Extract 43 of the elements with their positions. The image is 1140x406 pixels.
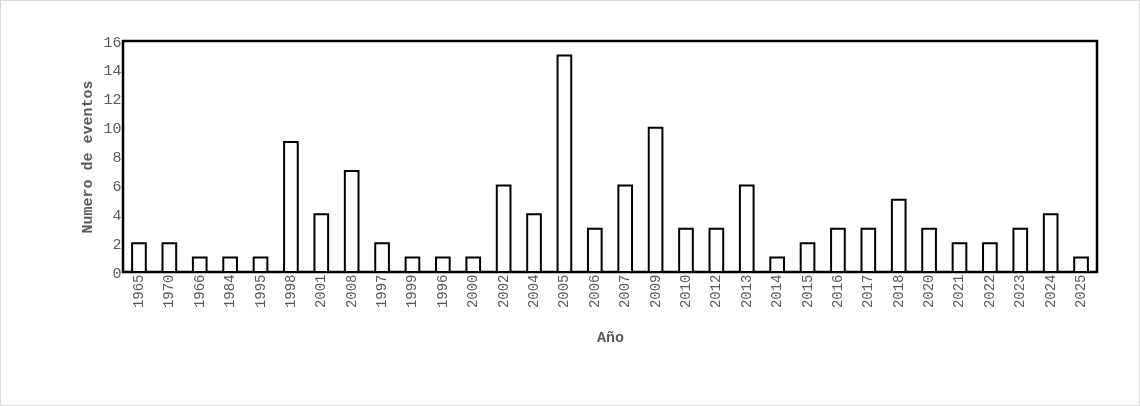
x-tick-label: 2017: [860, 274, 877, 309]
x-tick-label: 2022: [981, 274, 998, 309]
x-tick-label: 2008: [343, 274, 360, 309]
x-tick-label: 2002: [495, 274, 512, 309]
x-tick-label: 2006: [586, 274, 603, 309]
y-tick-label: 0: [112, 265, 122, 283]
x-tick-label: 2013: [738, 274, 755, 309]
x-tick-label: 2023: [1012, 274, 1029, 309]
x-tick-label: 2015: [799, 274, 816, 309]
x-tick-label: 1998: [282, 274, 299, 309]
x-axis-title: Año: [596, 330, 625, 348]
x-tick-label: 2007: [617, 274, 634, 309]
x-tick-label: 2016: [829, 274, 846, 309]
x-tick-label: 1965: [130, 274, 147, 309]
y-tick-label: 6: [112, 178, 122, 196]
y-tick-label: 14: [103, 63, 122, 81]
y-tick-label: 8: [112, 150, 122, 167]
x-tick-label: 2010: [677, 274, 694, 309]
x-tick-label: 1966: [191, 274, 208, 309]
x-tick-label: 1984: [222, 274, 239, 309]
x-tick-label: 2025: [1073, 274, 1090, 309]
x-tick-label: 2004: [526, 274, 543, 309]
y-axis-title: Numero de eventos: [80, 80, 98, 234]
x-tick-label: 2012: [708, 274, 725, 309]
y-tick-label: 12: [103, 92, 122, 110]
x-tick-label: 1995: [252, 274, 269, 309]
y-tick-label: 2: [112, 236, 122, 254]
x-tick-label: 1996: [434, 274, 451, 309]
x-tick-label: 2024: [1042, 274, 1059, 309]
x-tick-label: 2018: [890, 274, 907, 309]
x-tick-label: 1970: [161, 274, 178, 309]
x-tick-label: 2009: [647, 274, 664, 309]
x-tick-label: 1997: [374, 274, 391, 309]
x-tick-label: 2020: [921, 274, 938, 309]
y-tick-label: 16: [103, 34, 122, 52]
x-tick-label: 1999: [404, 274, 421, 309]
y-tick-label: 10: [103, 121, 122, 139]
y-tick-label: 4: [112, 207, 122, 225]
x-tick-label: 2005: [556, 274, 573, 309]
x-tick-label: 2001: [313, 274, 330, 309]
x-tick-label: 2000: [465, 274, 482, 309]
x-tick-label: 2021: [951, 274, 968, 309]
x-tick-label: 2014: [769, 274, 786, 309]
